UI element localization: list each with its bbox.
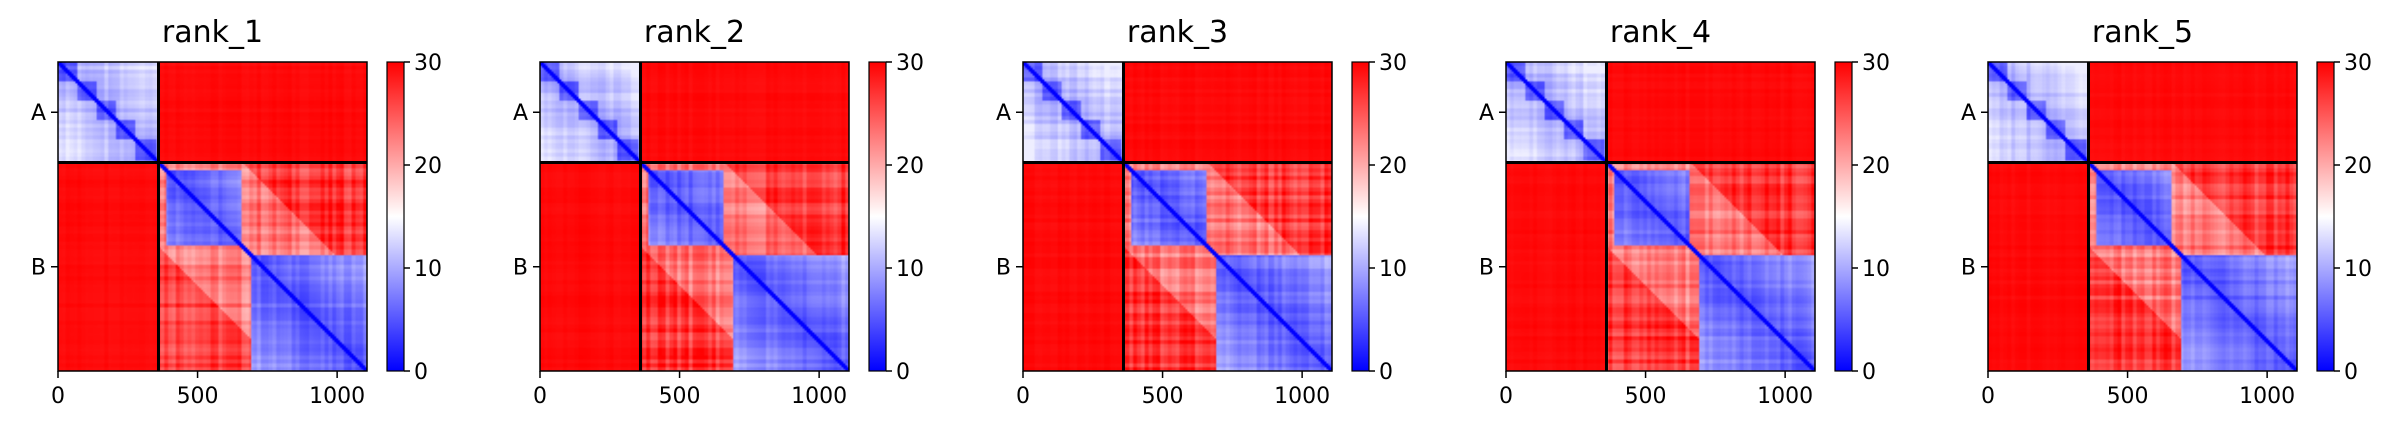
panel-title: rank_2	[644, 15, 745, 50]
colorbar-tick-label: 0	[896, 360, 910, 385]
axes-frame	[1987, 61, 2298, 372]
x-tick-label: 500	[2107, 384, 2149, 409]
panel-1: rank_1 0 500 1000 A B 0 10 20 30	[31, 15, 442, 409]
y-tick-label: B	[513, 256, 528, 281]
y-tick-label: A	[513, 101, 528, 126]
x-tick-label: 1000	[1274, 384, 1330, 409]
x-tick-label: 500	[1142, 384, 1184, 409]
colorbar-tick-label: 10	[896, 257, 924, 282]
panel-title: rank_4	[1610, 15, 1711, 50]
colorbar-tick-label: 20	[896, 154, 924, 179]
colorbar-tick-label: 30	[414, 51, 442, 76]
panel-3: rank_3 0 500 1000 A B 0 10 20 30	[996, 15, 1407, 409]
colorbar	[868, 61, 887, 372]
y-tick-label: B	[1479, 256, 1494, 281]
x-tick-label: 0	[1499, 384, 1513, 409]
x-tick-label: 0	[1016, 384, 1030, 409]
colorbar-tick-label: 30	[1379, 51, 1407, 76]
panel-2: rank_2 0 500 1000 A B 0 10 20 30	[513, 15, 924, 409]
colorbar	[1351, 61, 1370, 372]
colorbar-tick-label: 10	[1379, 257, 1407, 282]
x-tick-label: 500	[1625, 384, 1667, 409]
y-tick-label: B	[996, 256, 1011, 281]
x-tick-label: 1000	[309, 384, 365, 409]
x-tick-label: 0	[51, 384, 65, 409]
colorbar-tick-label: 0	[1379, 360, 1393, 385]
y-tick-label: A	[996, 101, 1011, 126]
colorbar-tick-label: 20	[2344, 154, 2372, 179]
colorbar-tick-label: 30	[1862, 51, 1890, 76]
y-tick-label: A	[1961, 101, 1976, 126]
y-tick-label: A	[31, 101, 46, 126]
y-tick-label: B	[31, 256, 46, 281]
heatmap-matrix	[1506, 62, 1815, 371]
x-tick-label: 500	[177, 384, 219, 409]
heatmap-matrix	[1023, 62, 1332, 371]
colorbar-tick-label: 10	[2344, 257, 2372, 282]
panel-title: rank_5	[2092, 15, 2193, 50]
colorbar-tick-label: 20	[1379, 154, 1407, 179]
heatmap-matrix	[1988, 62, 2297, 371]
colorbar-tick-label: 0	[2344, 360, 2358, 385]
colorbar-tick-label: 0	[1862, 360, 1876, 385]
x-tick-label: 500	[659, 384, 701, 409]
panel-title: rank_1	[162, 15, 263, 50]
x-tick-label: 1000	[1757, 384, 1813, 409]
colorbar-tick-label: 30	[896, 51, 924, 76]
panel-4: rank_4 0 500 1000 A B 0 10 20 30	[1479, 15, 1890, 409]
colorbar-tick-label: 20	[414, 154, 442, 179]
panel-5: rank_5 0 500 1000 A B 0 10 20 30	[1961, 15, 2372, 409]
colorbar-tick-label: 20	[1862, 154, 1890, 179]
colorbar-tick-label: 10	[414, 257, 442, 282]
x-tick-label: 0	[533, 384, 547, 409]
colorbar-tick-label: 30	[2344, 51, 2372, 76]
x-tick-label: 1000	[2239, 384, 2295, 409]
heatmap-matrix	[58, 62, 367, 371]
colorbar	[386, 61, 405, 372]
heatmap-matrix	[540, 62, 849, 371]
axes-frame	[1022, 61, 1333, 372]
y-tick-label: A	[1479, 101, 1494, 126]
colorbar	[2316, 61, 2335, 372]
panel-title: rank_3	[1127, 15, 1228, 50]
axes-frame	[57, 61, 368, 372]
axes-frame	[539, 61, 850, 372]
x-tick-label: 1000	[791, 384, 847, 409]
axes-frame	[1505, 61, 1816, 372]
colorbar-tick-label: 0	[414, 360, 428, 385]
y-tick-label: B	[1961, 256, 1976, 281]
colorbar	[1834, 61, 1853, 372]
colorbar-tick-label: 10	[1862, 257, 1890, 282]
x-tick-label: 0	[1981, 384, 1995, 409]
